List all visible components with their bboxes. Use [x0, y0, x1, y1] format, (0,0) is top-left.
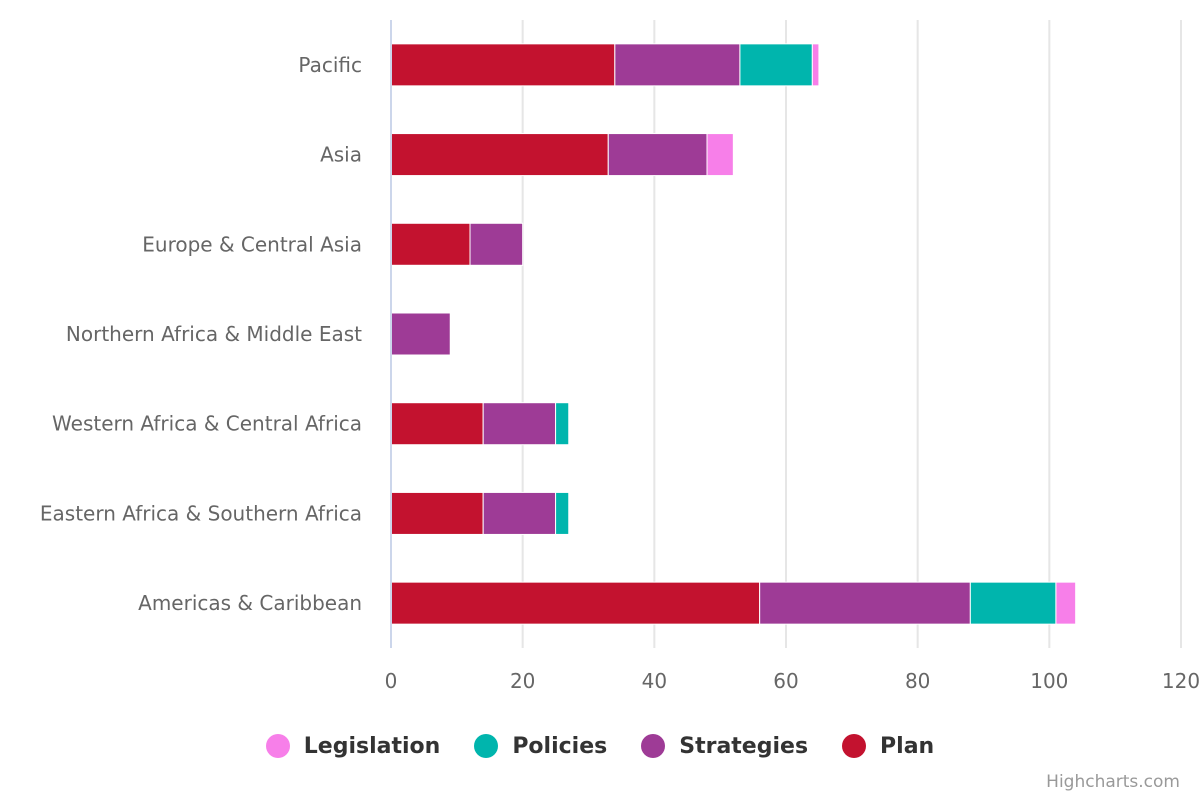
bar-plan-5[interactable]: [390, 491, 484, 535]
bar-plan-4[interactable]: [390, 402, 484, 446]
legend-item-legislation[interactable]: Legislation: [265, 733, 441, 759]
grid-lines: [521, 20, 1182, 648]
legend-item-strategies[interactable]: Strategies: [641, 734, 808, 759]
bar-policies-4[interactable]: [555, 402, 570, 446]
category-label: Western Africa & Central Africa: [52, 412, 362, 436]
legend-marker-icon: [641, 734, 666, 758]
category-label: Americas & Caribbean: [138, 591, 362, 615]
x-tick-label-60: 60: [773, 669, 798, 693]
bar-strategies-0[interactable]: [614, 43, 741, 87]
bar-policies-5[interactable]: [555, 491, 570, 535]
legend-label: Strategies: [679, 733, 809, 759]
legend: Legislation Policies Strategies Plan: [0, 726, 1200, 766]
legend-label: Legislation: [303, 733, 441, 759]
bar-plan-0[interactable]: [390, 43, 616, 87]
category-labels: Pacific Asia Europe & Central Asia Northern…: [40, 53, 362, 615]
bar-plan-2[interactable]: [390, 222, 471, 266]
bar-strategies-5[interactable]: [482, 491, 557, 535]
x-tick-label-40: 40: [642, 669, 667, 693]
x-tick-label-80: 80: [905, 669, 930, 693]
bar-policies-6[interactable]: [969, 581, 1057, 625]
bar-legislation-1[interactable]: [706, 133, 734, 177]
legend-marker-icon: [842, 734, 867, 758]
legend-label: Policies: [512, 733, 608, 759]
category-label: Northern Africa & Middle East: [66, 322, 362, 346]
bar-strategies-2[interactable]: [469, 222, 524, 266]
legend-item-policies[interactable]: Policies: [474, 734, 607, 759]
legend-item-plan[interactable]: Plan: [842, 734, 934, 759]
legend-marker-icon: [474, 734, 499, 758]
x-tick-labels: 0 20 40 60 80 100 120: [385, 669, 1200, 693]
bar-policies-0[interactable]: [739, 43, 813, 87]
bar-plan-1[interactable]: [390, 133, 609, 177]
x-tick-label-100: 100: [1030, 669, 1068, 693]
category-label: Asia: [320, 143, 362, 167]
bars: [390, 43, 1077, 625]
legend-marker-icon: [265, 734, 290, 758]
x-tick-label-0: 0: [385, 669, 398, 693]
category-label: Eastern Africa & Southern Africa: [40, 501, 362, 525]
credits-link[interactable]: Highcharts.com: [1046, 772, 1180, 792]
bar-legislation-6[interactable]: [1055, 581, 1077, 625]
category-label: Pacific: [298, 53, 362, 77]
bar-strategies-6[interactable]: [759, 581, 971, 625]
x-tick-label-120: 120: [1162, 669, 1200, 693]
bar-strategies-3[interactable]: [390, 312, 451, 356]
bar-strategies-1[interactable]: [607, 133, 708, 177]
bar-strategies-4[interactable]: [482, 402, 557, 446]
legend-label: Plan: [880, 733, 935, 759]
category-label: Europe & Central Asia: [142, 232, 362, 256]
x-tick-label-20: 20: [510, 669, 535, 693]
bar-legislation-0[interactable]: [811, 43, 820, 87]
bar-plan-6[interactable]: [390, 581, 761, 625]
